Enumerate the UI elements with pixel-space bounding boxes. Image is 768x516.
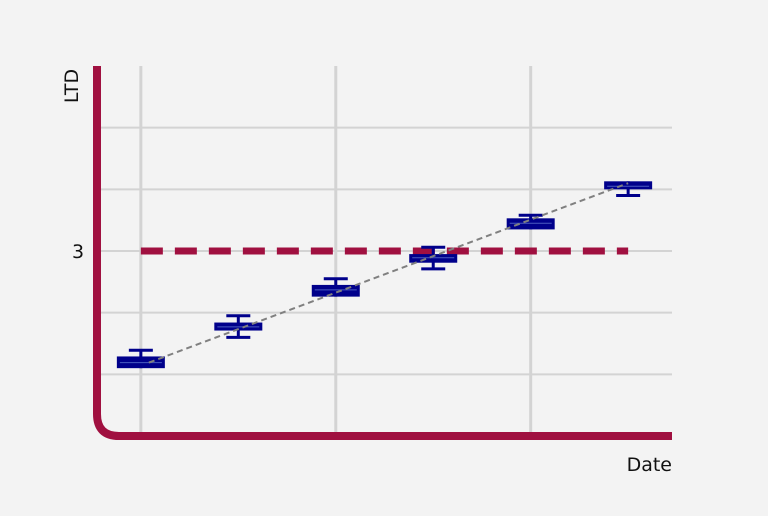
box-body bbox=[409, 254, 458, 263]
y-tick-label: 3 bbox=[72, 241, 84, 263]
box-3 bbox=[311, 277, 360, 297]
box-5 bbox=[506, 213, 555, 230]
trend-line bbox=[148, 182, 629, 364]
box-body bbox=[506, 218, 555, 230]
box-body bbox=[604, 181, 653, 190]
box-body bbox=[311, 284, 360, 297]
y-axis-label: LTD bbox=[61, 69, 83, 103]
box-4 bbox=[409, 245, 458, 271]
axis-frame bbox=[93, 66, 672, 440]
box-1 bbox=[116, 348, 165, 369]
box-2 bbox=[214, 314, 263, 339]
trend-dashed-line bbox=[148, 182, 629, 364]
x-axis-label: Date bbox=[627, 454, 672, 476]
boxes bbox=[116, 181, 653, 369]
